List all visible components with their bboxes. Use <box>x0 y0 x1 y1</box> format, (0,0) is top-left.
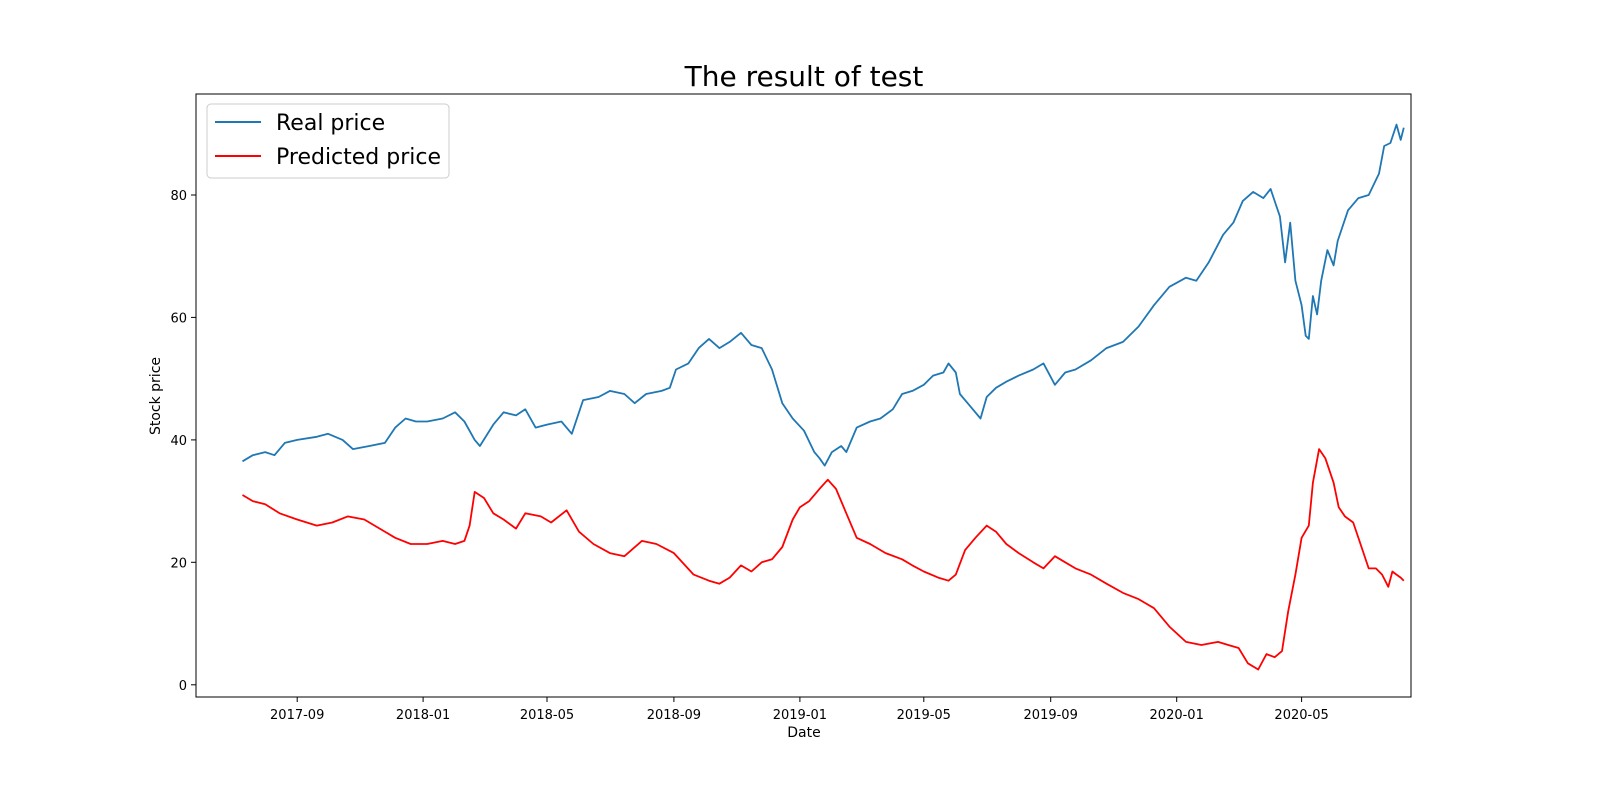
x-tick-label: 2020-01 <box>1150 708 1204 723</box>
x-axis-label: Date <box>787 725 820 741</box>
series-line-real-price <box>242 123 1405 467</box>
x-tick-label: 2019-01 <box>773 708 827 723</box>
x-tick-label: 2019-09 <box>1024 708 1078 723</box>
legend-entry-real-price: Real price <box>276 111 385 136</box>
x-axis-ticks: 2017-09 2018-01 2018-05 2018-09 2019-01 2019-… <box>270 697 1329 723</box>
x-tick-label: 2018-09 <box>647 708 701 723</box>
y-tick-label: 80 <box>170 189 187 204</box>
y-tick-label: 60 <box>170 311 187 326</box>
x-tick-label: 2018-05 <box>520 708 574 723</box>
legend-box <box>206 103 450 179</box>
series-lines <box>242 123 1405 671</box>
x-tick-label: 2019-05 <box>897 708 951 723</box>
x-tick-label: 2018-01 <box>396 708 450 723</box>
x-tick-label: 2017-09 <box>270 708 324 723</box>
legend: Real price Predicted price <box>206 103 450 179</box>
x-tick-label: 2020-05 <box>1274 708 1328 723</box>
y-axis-ticks: 0 20 40 60 80 <box>170 189 196 694</box>
chart-title: The result of test <box>684 60 924 93</box>
y-axis-label: Stock price <box>148 357 164 435</box>
series-line-predicted-price <box>242 448 1405 671</box>
y-tick-label: 20 <box>170 556 187 571</box>
plot-area-frame <box>195 93 1412 698</box>
y-tick-label: 0 <box>179 679 187 694</box>
y-tick-label: 40 <box>170 434 187 449</box>
legend-entry-predicted-price: Predicted price <box>276 145 441 170</box>
